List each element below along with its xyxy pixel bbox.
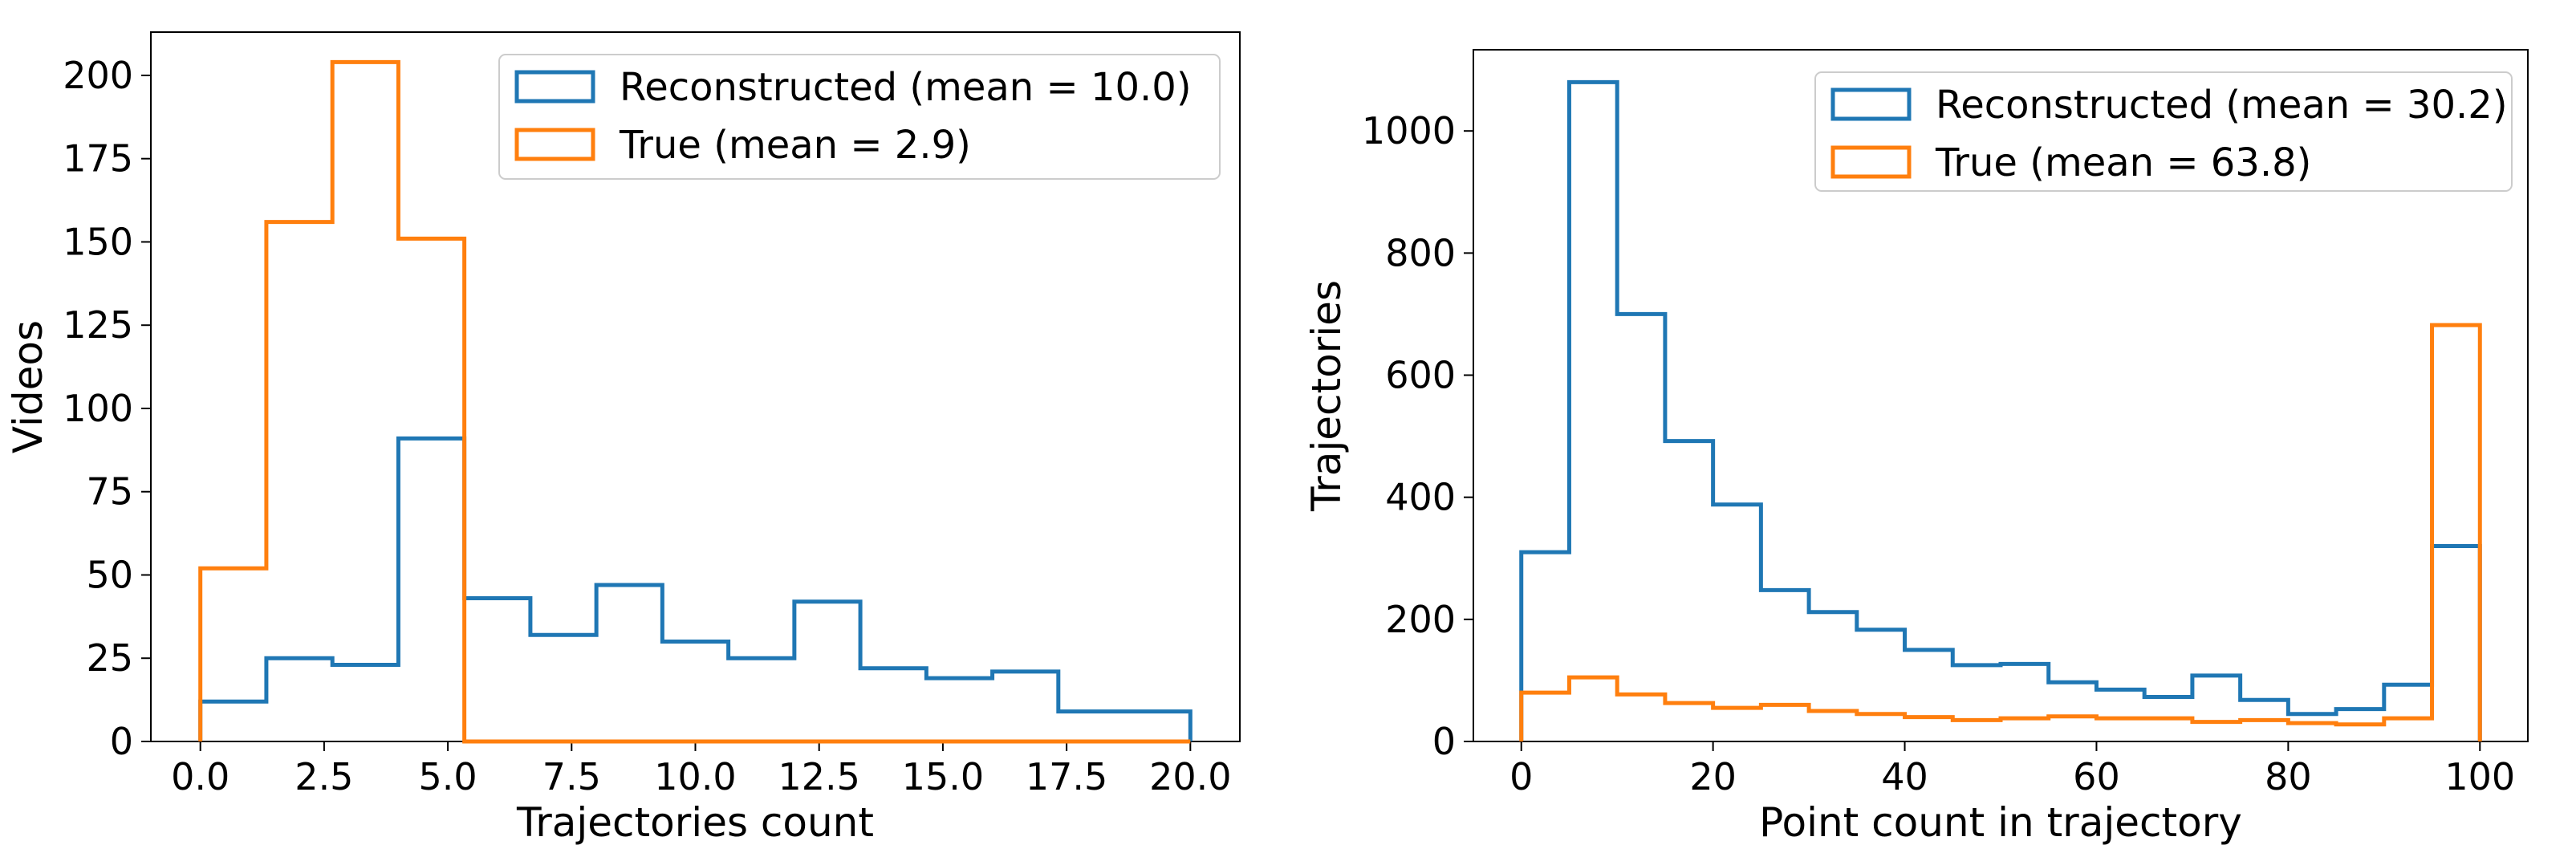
y-tick-label: 175 — [63, 137, 133, 181]
legend-swatch-reconstructed — [1830, 87, 1912, 121]
y-tick-label: 200 — [1385, 598, 1456, 641]
x-tick-label: 60 — [2073, 755, 2120, 798]
y-tick-label: 600 — [1385, 354, 1456, 397]
histogram-series-reconstructed — [198, 436, 1193, 741]
legend-label-true: True (mean = 63.8) — [1935, 140, 2311, 185]
histogram-series-true — [1519, 323, 2482, 741]
legend: Reconstructed (mean = 30.2) True (mean = … — [1814, 71, 2513, 192]
x-tick-label: 0.0 — [171, 755, 230, 798]
x-tick-label: 7.5 — [542, 755, 601, 798]
legend-label-true: True (mean = 2.9) — [619, 123, 971, 168]
x-tick-label: 12.5 — [778, 755, 859, 798]
y-axis-label: Trajectories — [1303, 280, 1350, 512]
x-tick-label: 20.0 — [1149, 755, 1231, 798]
y-tick-label: 1000 — [1362, 109, 1456, 152]
legend-swatch-true — [1830, 145, 1912, 179]
y-tick-label: 25 — [86, 636, 133, 680]
histogram-series-true — [198, 59, 1191, 744]
x-axis-label: Trajectories count — [516, 799, 874, 846]
legend-swatch-true — [514, 128, 595, 161]
x-tick-label: 100 — [2444, 755, 2515, 798]
x-tick-label: 5.0 — [419, 755, 477, 798]
plot-frame — [1473, 49, 2529, 742]
legend-label-reconstructed: Reconstructed (mean = 10.0) — [620, 65, 1192, 110]
y-tick-label: 400 — [1385, 476, 1456, 519]
y-tick-label: 0 — [110, 720, 133, 763]
legend-frame — [498, 54, 1221, 180]
x-tick-label: 40 — [1881, 755, 1928, 798]
x-tick-label: 80 — [2265, 755, 2312, 798]
x-tick-label: 15.0 — [902, 755, 984, 798]
x-tick-label: 10.0 — [654, 755, 736, 798]
y-axis-label: Videos — [5, 320, 51, 453]
y-tick-label: 800 — [1385, 231, 1456, 274]
y-tick-label: 100 — [63, 387, 133, 430]
y-tick-label: 50 — [86, 553, 133, 596]
y-tick-label: 0 — [1432, 720, 1456, 763]
trajectories-count-histogram: 0.0 2.5 5.0 7.5 10.0 12.5 15.0 17.5 20.0 0 25 50 75 1… — [5, 31, 1241, 846]
legend-frame — [1814, 71, 2513, 192]
y-tick-label: 150 — [63, 220, 133, 263]
legend-swatch-reconstructed — [514, 70, 595, 104]
y-tick-label: 200 — [63, 54, 133, 97]
x-axis-label: Point count in trajectory — [1759, 799, 2242, 846]
histogram-series-reconstructed — [1519, 79, 2482, 741]
x-tick-label: 20 — [1689, 755, 1737, 798]
x-tick-label: 17.5 — [1026, 755, 1107, 798]
legend: Reconstructed (mean = 10.0) True (mean = … — [498, 54, 1221, 180]
y-tick-label: 75 — [86, 470, 133, 514]
x-tick-label: 0 — [1509, 755, 1533, 798]
y-tick-label: 125 — [63, 303, 133, 347]
legend-label-reconstructed: Reconstructed (mean = 30.2) — [1936, 83, 2508, 128]
x-tick-label: 2.5 — [295, 755, 353, 798]
